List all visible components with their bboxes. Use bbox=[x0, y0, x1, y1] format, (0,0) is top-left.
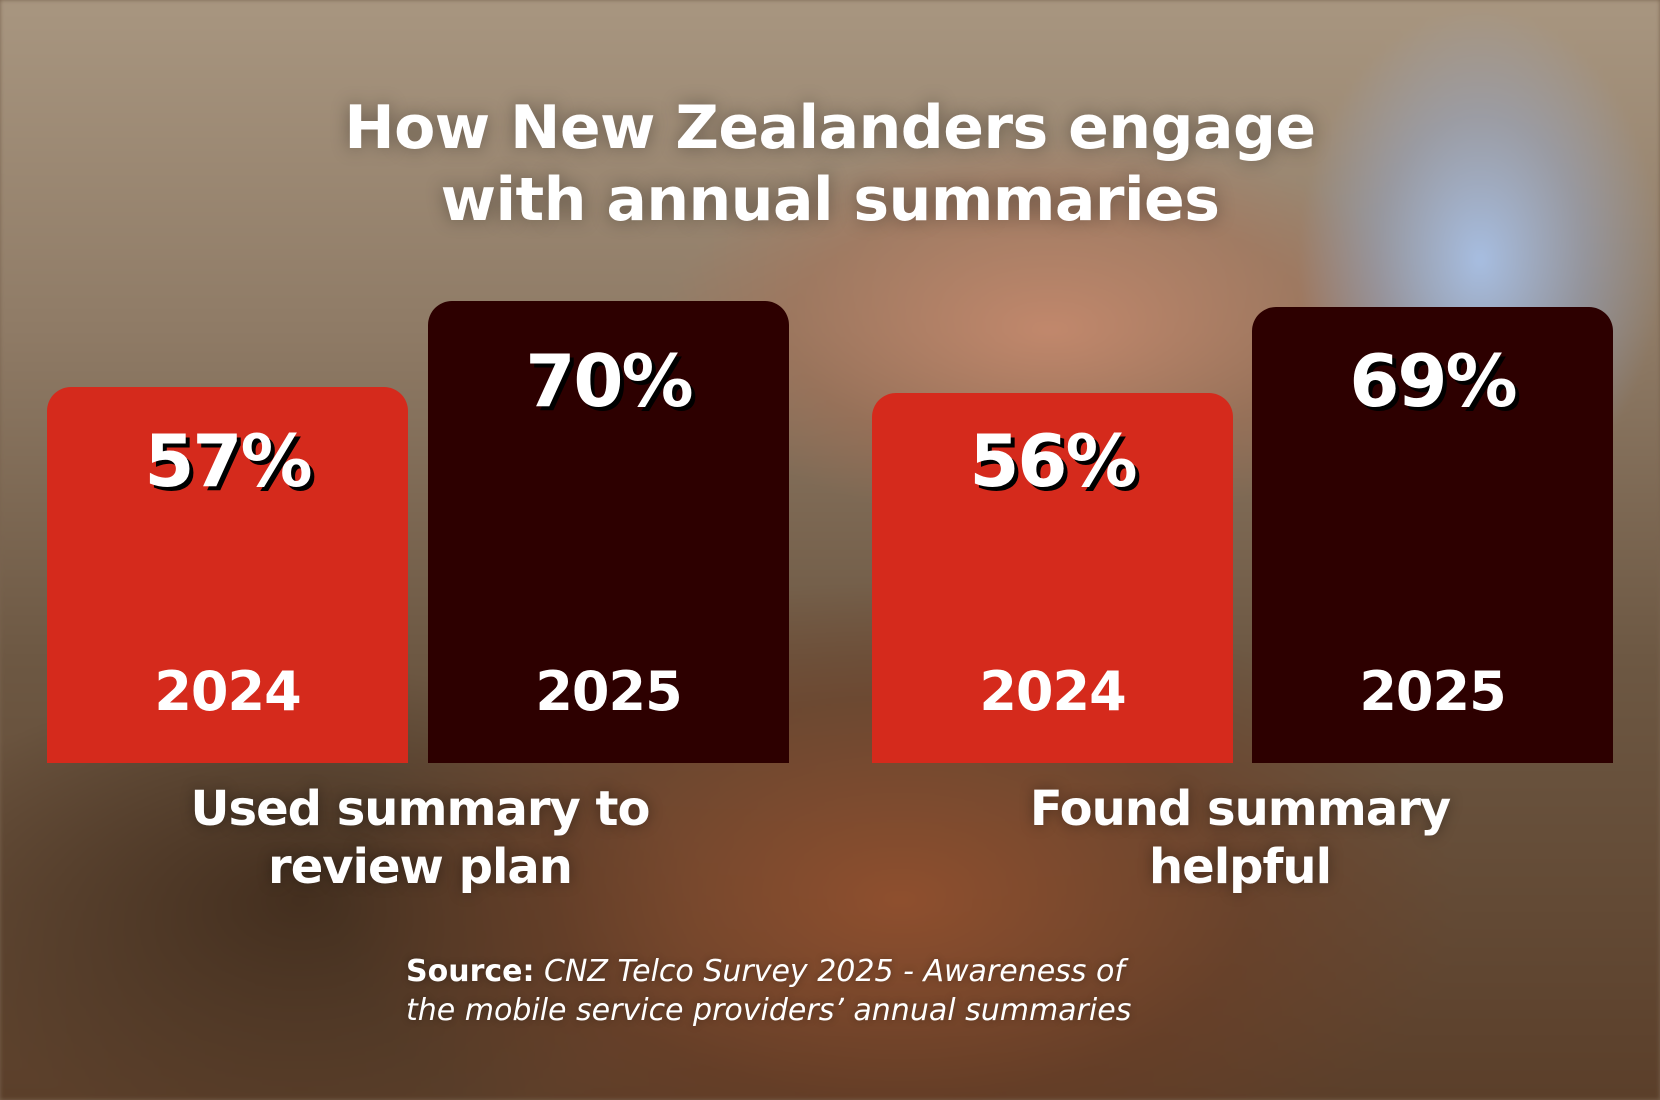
bar-found-helpful-2025: 69% 2025 bbox=[1252, 307, 1613, 763]
caption-line-2: helpful bbox=[1148, 839, 1332, 895]
source-label: Source: bbox=[406, 954, 535, 989]
bar-year-label: 2024 bbox=[154, 660, 301, 723]
bar-year-label: 2024 bbox=[979, 660, 1126, 723]
category-caption-found-helpful: Found summary helpful bbox=[940, 780, 1540, 896]
bar-value-label: 70% bbox=[525, 339, 693, 423]
caption-line-1: Found summary bbox=[1029, 781, 1451, 837]
bar-found-helpful-2024: 56% 2024 bbox=[872, 393, 1233, 763]
bar-year-label: 2025 bbox=[535, 660, 682, 723]
source-text-line-1: CNZ Telco Survey 2025 - Awareness of bbox=[544, 954, 1125, 989]
source-note: Source: CNZ Telco Survey 2025 - Awarenes… bbox=[406, 952, 1131, 1030]
bar-year-label: 2025 bbox=[1359, 660, 1506, 723]
title-line-1: How New Zealanders engage bbox=[344, 93, 1316, 163]
chart-title: How New Zealanders engage with annual su… bbox=[0, 92, 1660, 236]
bar-used-summary-2024: 57% 2024 bbox=[47, 387, 408, 763]
bar-value-label: 69% bbox=[1349, 339, 1517, 423]
bar-value-label: 56% bbox=[969, 419, 1137, 503]
source-text-line-2: the mobile service providers’ annual sum… bbox=[406, 993, 1132, 1028]
category-caption-used-summary: Used summary to review plan bbox=[130, 780, 710, 896]
title-line-2: with annual summaries bbox=[440, 165, 1220, 235]
caption-line-1: Used summary to bbox=[190, 781, 651, 837]
bar-used-summary-2025: 70% 2025 bbox=[428, 301, 789, 763]
bar-value-label: 57% bbox=[144, 419, 312, 503]
caption-line-2: review plan bbox=[268, 839, 573, 895]
